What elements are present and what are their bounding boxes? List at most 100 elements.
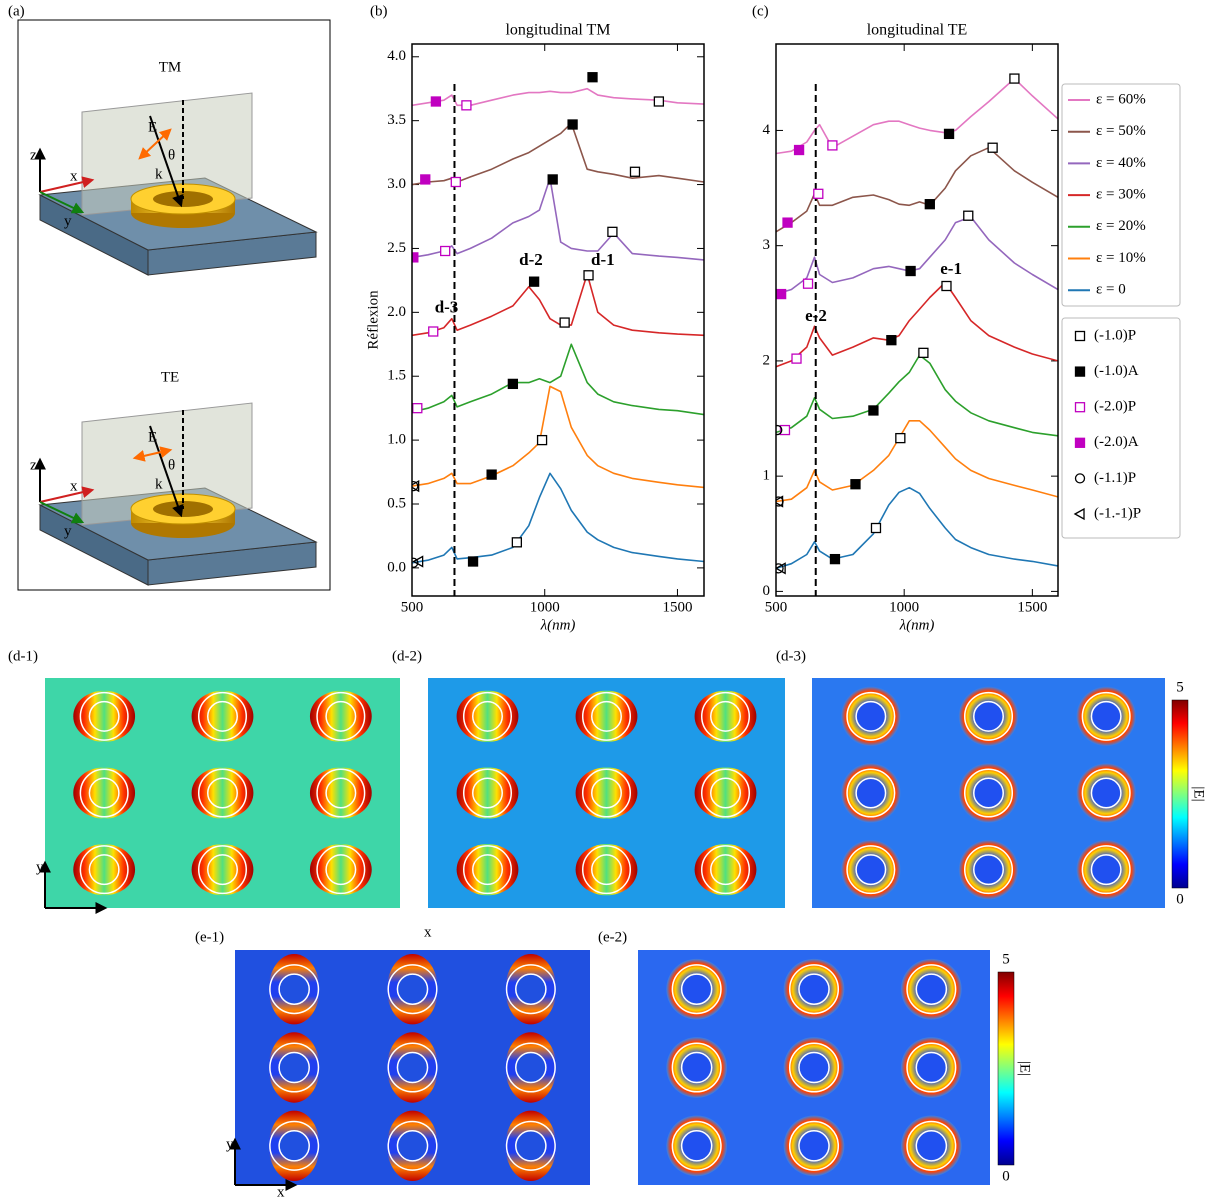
ring-outline xyxy=(1081,691,1131,741)
legend-label: ε = 20% xyxy=(1096,218,1146,234)
ring-outline xyxy=(88,777,120,809)
ring-outline xyxy=(710,777,741,809)
legend-symbol xyxy=(1074,366,1086,377)
panel-label: (e-2) xyxy=(598,929,627,945)
series-line xyxy=(776,77,1058,155)
y-tick-label: 1 xyxy=(763,468,771,484)
marker xyxy=(776,288,787,300)
ring-outline xyxy=(788,1042,840,1093)
ring-outline xyxy=(846,691,896,741)
ring-outline xyxy=(855,700,887,732)
ring-outline xyxy=(269,1042,320,1093)
marker xyxy=(412,557,419,568)
ring-outline xyxy=(788,1120,840,1171)
x-tick-label: 1500 xyxy=(662,599,692,615)
legend-label: (-1.-1)P xyxy=(1094,505,1141,521)
colorbar-tick-label: 0 xyxy=(1002,1168,1010,1184)
ring-outline xyxy=(798,1051,830,1084)
legend-label: (-1.0)P xyxy=(1094,327,1136,343)
y-tick-label: 0 xyxy=(763,583,771,599)
ring-outline xyxy=(963,768,1014,818)
field-hotspot xyxy=(191,843,254,896)
marker xyxy=(776,495,784,508)
ring-outline xyxy=(325,854,357,886)
field-hotspot xyxy=(309,690,372,743)
ring-outline xyxy=(197,845,248,895)
annotation: d-2 xyxy=(519,250,543,269)
marker xyxy=(583,270,594,281)
ring-outline xyxy=(462,691,513,741)
marker xyxy=(629,166,641,177)
legend-label: ε = 30% xyxy=(1096,187,1146,203)
marker xyxy=(420,174,431,185)
field-hotspot xyxy=(309,767,372,819)
x-tick-label: 1500 xyxy=(1017,599,1047,615)
legend-label: ε = 10% xyxy=(1096,250,1146,266)
ring-outline xyxy=(79,768,129,818)
marker xyxy=(450,176,461,188)
marker xyxy=(941,280,952,292)
field-hotspot xyxy=(694,767,757,819)
chart-title: longitudinal TE xyxy=(867,22,968,39)
ring-outline xyxy=(207,700,238,732)
ring-outline xyxy=(207,854,238,886)
ring-outline xyxy=(671,1042,722,1093)
marker xyxy=(776,424,783,436)
marker xyxy=(827,140,838,151)
field-hotspot xyxy=(1076,686,1136,747)
field-hotspot xyxy=(456,843,519,896)
ring-outline xyxy=(1090,700,1122,732)
marker xyxy=(412,555,424,568)
axis-x xyxy=(39,486,95,503)
y-tick-label: 3 xyxy=(763,237,771,253)
ring-outline xyxy=(515,1051,547,1084)
marker xyxy=(428,326,439,337)
ring-outline xyxy=(1090,777,1122,809)
ring-outline xyxy=(316,691,366,741)
ring-outline xyxy=(462,845,513,895)
axis-label: y xyxy=(226,1136,234,1152)
axis-label: x xyxy=(70,168,78,184)
ring-outline xyxy=(325,700,357,732)
ring-outline xyxy=(472,700,503,732)
field-hotspot xyxy=(309,843,372,896)
axis-label: x xyxy=(277,1184,285,1198)
ring-outline xyxy=(1081,768,1131,818)
field-hotspot xyxy=(958,763,1019,823)
axis-x xyxy=(39,176,95,193)
ring-outline xyxy=(680,973,713,1005)
field-hotspot xyxy=(191,767,254,819)
axis-label: z xyxy=(30,147,37,163)
series-line xyxy=(776,420,1058,503)
field-hotspot xyxy=(958,839,1019,900)
marker xyxy=(461,100,472,111)
legend-label: ε = 40% xyxy=(1096,155,1146,171)
ring-outline xyxy=(325,777,357,809)
marker xyxy=(924,199,935,210)
ring-outline xyxy=(269,1120,320,1171)
field-hotspot xyxy=(900,1115,962,1177)
panel-label: (e-1) xyxy=(195,929,224,945)
ring-outline xyxy=(505,964,556,1015)
y-tick-label: 1.0 xyxy=(387,432,406,448)
k-label: k xyxy=(155,476,163,492)
legend-label: (-2.0)A xyxy=(1094,434,1139,450)
marker xyxy=(412,480,420,493)
ring-outline xyxy=(680,1051,713,1084)
field-hotspot xyxy=(575,843,638,896)
ring-outline xyxy=(505,1120,556,1171)
ring-outline xyxy=(915,1130,948,1162)
plot-area xyxy=(412,72,704,596)
y-tick-label: 2.0 xyxy=(387,304,406,320)
axis-y xyxy=(39,501,85,524)
colorbar-label: |E| xyxy=(1017,1061,1033,1076)
ring-outline xyxy=(710,700,741,732)
marker xyxy=(776,562,786,575)
colorbar-tick-label: 5 xyxy=(1176,679,1184,695)
y-tick-label: 3.0 xyxy=(387,176,406,192)
ring-outline xyxy=(700,768,751,818)
marker xyxy=(607,226,618,237)
legend-label: ε = 0 xyxy=(1096,282,1126,298)
marker xyxy=(791,353,802,364)
